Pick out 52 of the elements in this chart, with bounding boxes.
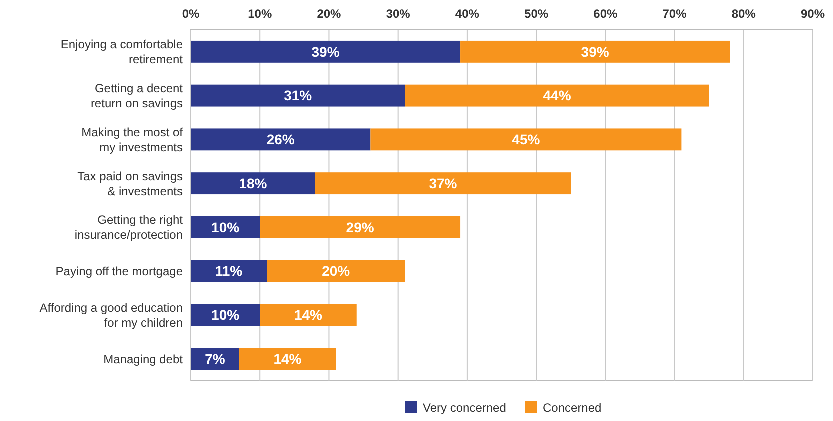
y-tick-label: Paying off the mortgage [56, 264, 184, 279]
x-tick-label: 70% [662, 7, 688, 21]
x-tick-label: 60% [594, 7, 618, 21]
data-label: 7% [205, 350, 226, 367]
bar [191, 348, 240, 370]
x-tick-label: 10% [248, 7, 272, 21]
bar [191, 304, 260, 326]
bar [191, 260, 268, 282]
data-label: 31% [284, 88, 313, 104]
y-tick-label: Getting a decent return on savings [90, 82, 184, 111]
data-label: 14% [294, 307, 324, 324]
bar [191, 84, 406, 107]
data-label: 14% [274, 350, 302, 367]
data-label: 10% [212, 219, 240, 236]
bar [260, 216, 461, 238]
x-tick-label: 50% [524, 7, 549, 21]
bar [239, 348, 336, 370]
data-label: 11% [215, 263, 244, 280]
x-tick-label: 90% [800, 7, 826, 21]
x-tick-label: 40% [455, 7, 480, 21]
y-tick-label: Getting the right insurance/protection [74, 213, 184, 242]
legend-label: Very concerned [423, 401, 506, 415]
bar [460, 40, 730, 63]
legend-label: Concerned [543, 401, 602, 415]
x-tick-label: 0% [182, 7, 200, 21]
bar [191, 128, 371, 151]
bar [191, 40, 461, 63]
y-tick-label: Tax paid on savings & investments [78, 169, 183, 198]
bar [315, 172, 572, 195]
data-label: 29% [346, 219, 375, 236]
y-tick-label: Managing debt [104, 352, 184, 366]
y-tick-label: Enjoying a comfortable retirement [60, 38, 184, 67]
x-tick-label: 30% [386, 7, 411, 21]
bar [405, 84, 710, 107]
data-label: 37% [429, 175, 458, 192]
x-tick-label: 80% [732, 7, 756, 21]
data-label: 10% [212, 307, 240, 324]
data-label: 26% [266, 132, 296, 148]
data-label: 39% [581, 44, 610, 60]
y-tick-label: Affording a good education for my children [40, 300, 183, 330]
data-label: 39% [312, 44, 340, 60]
x-tick-label: 20% [317, 7, 342, 21]
data-label: 20% [322, 263, 351, 280]
data-label: 44% [543, 88, 572, 104]
bar [191, 216, 260, 238]
bar [191, 172, 316, 195]
bar [370, 128, 682, 151]
bar [260, 304, 357, 326]
y-tick-label: Making the most of my investments [82, 125, 184, 154]
data-label: 45% [512, 132, 541, 148]
bar [267, 260, 406, 282]
data-label: 18% [239, 175, 268, 192]
